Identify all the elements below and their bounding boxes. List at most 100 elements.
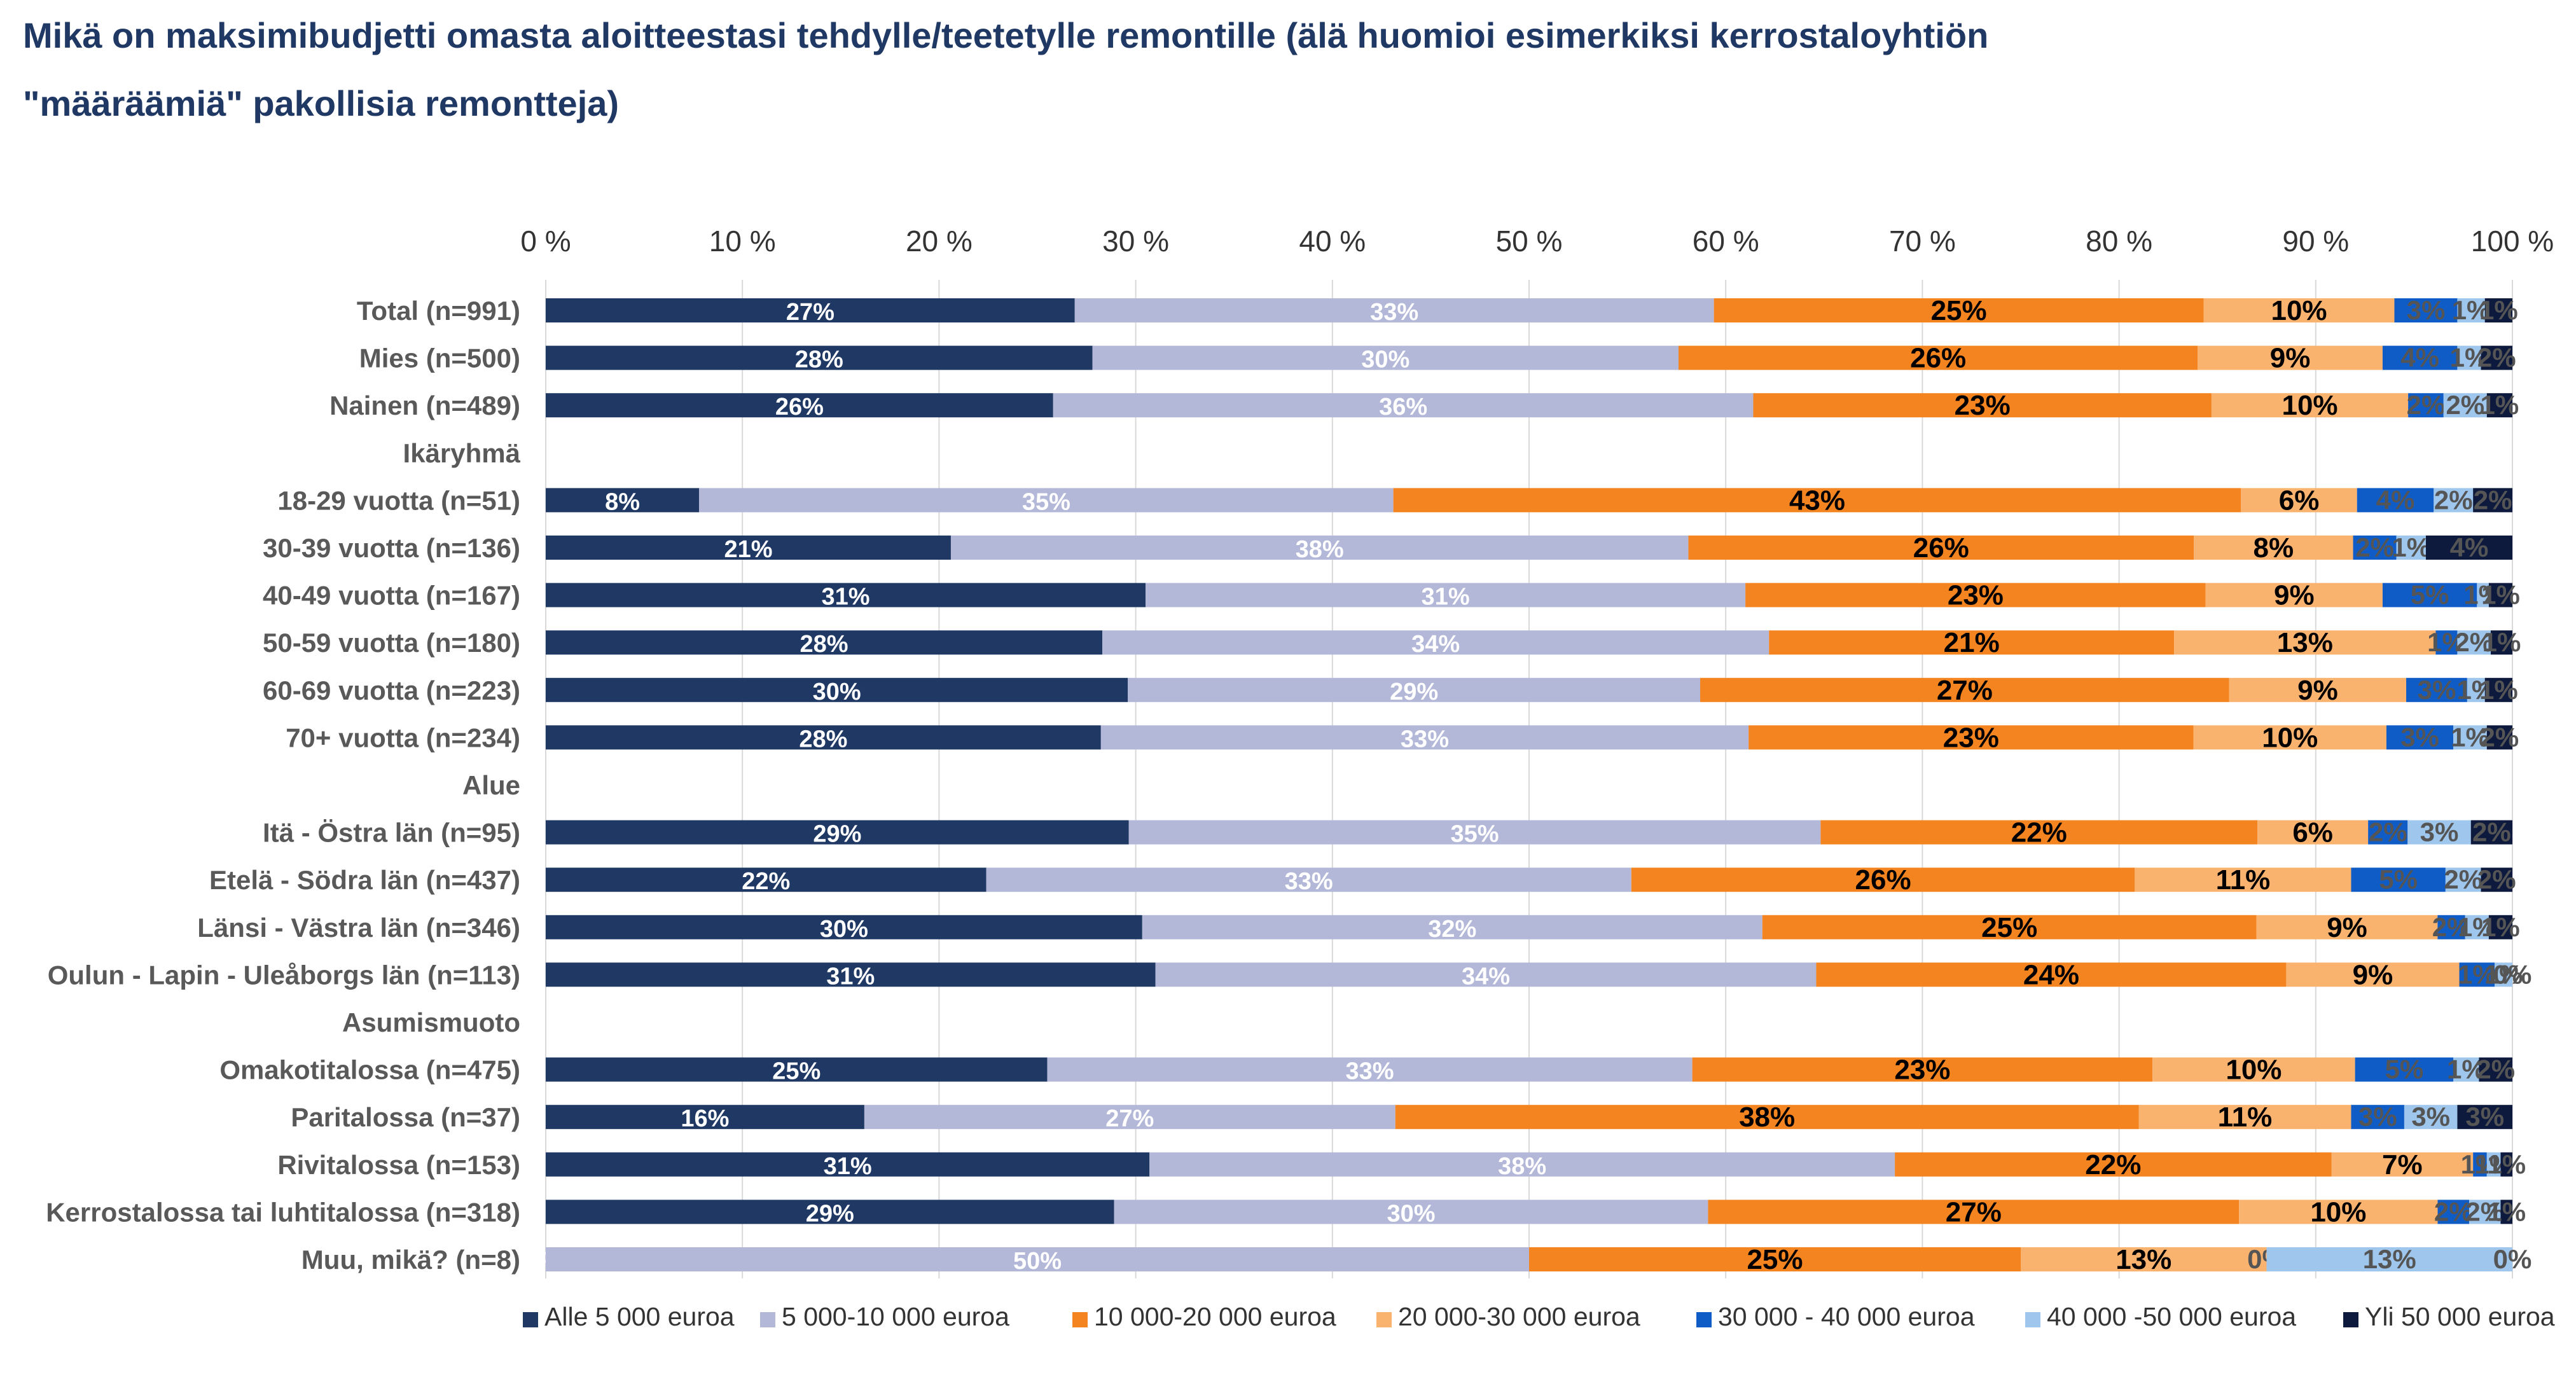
data-label: 5% [2385, 1055, 2424, 1084]
data-label: 3% [2400, 722, 2439, 752]
group-header: Ikäryhmä [403, 438, 521, 468]
data-label: 2% [2481, 722, 2519, 752]
bar-segment [2382, 583, 2477, 607]
bar-segment [1748, 725, 2194, 750]
x-tick-label: 10 % [709, 225, 776, 258]
bar-segment [1128, 820, 1821, 845]
bar-segment [2488, 915, 2512, 939]
data-label: 4% [2450, 532, 2489, 562]
bar-segment [986, 868, 1631, 892]
data-label: 38% [1296, 536, 1344, 563]
data-label: 9% [2353, 959, 2393, 990]
bar-segment [1745, 583, 2206, 607]
bar-row: 29% 30% 27% 10% 2%2%1% [546, 1196, 2526, 1228]
bar-segment [1816, 962, 2287, 987]
data-label: 0% [2493, 959, 2532, 989]
bar-segment [2203, 298, 2395, 322]
bar-row: 25% 33% 23% 10% 5% 1%2% [546, 1055, 2515, 1086]
bar-segment [546, 1105, 864, 1130]
bar-row: 8% 35% 43% 6% 4% 2% 2% [546, 485, 2512, 516]
data-label: 1% [2487, 1149, 2526, 1179]
data-label: 6% [2292, 817, 2333, 848]
bar-segment [2205, 583, 2383, 607]
bar-segment [2407, 820, 2471, 845]
data-label: 26% [1855, 864, 1911, 896]
bar-segment [2256, 915, 2438, 939]
data-label: 1% [2479, 295, 2518, 325]
bar-segment [2443, 393, 2487, 418]
legend-swatch [1696, 1312, 1712, 1327]
bar-segment [2404, 1105, 2458, 1130]
row-label: Total (n=991) [357, 296, 520, 326]
data-label: 0% [2493, 1244, 2532, 1274]
group-header: Alue [462, 770, 520, 800]
data-label: 50% [1013, 1248, 1062, 1275]
row-labels: Total (n=991) Mies (n=500) Nainen (n=489) I… [46, 296, 520, 1275]
row-label: Etelä - Södra län (n=437) [209, 865, 520, 895]
bar-segment [2473, 488, 2512, 513]
bar-segment [2470, 820, 2512, 845]
bar-segment [2331, 1152, 2474, 1177]
bar-segment [1155, 962, 1817, 987]
bar-segment [546, 488, 700, 513]
data-label: 30% [1387, 1200, 1435, 1227]
bar-segment [2465, 915, 2489, 939]
bar-segment [2467, 677, 2485, 702]
data-label: 26% [775, 394, 824, 420]
data-label: 2% [2477, 864, 2516, 894]
bar-segment [2457, 1105, 2512, 1130]
bar-segment [1146, 583, 1746, 607]
bar-segment [1820, 820, 2258, 845]
row-label: Paritalossa (n=37) [291, 1102, 520, 1132]
bar-segment [546, 298, 1075, 322]
data-label: 34% [1462, 963, 1510, 990]
data-label: 31% [826, 963, 875, 990]
row-label: Muu, mikä? (n=8) [301, 1245, 520, 1275]
bar-segment [2500, 1200, 2512, 1224]
data-label: 22% [2085, 1149, 2141, 1180]
bar-segment [2174, 630, 2436, 655]
legend-label: 30 000 - 40 000 euroa [1718, 1302, 1975, 1331]
bar-segment [2445, 868, 2481, 892]
bar-segment [1114, 1200, 1708, 1224]
row-label: Länsi - Västra län (n=346) [197, 913, 520, 943]
data-label: 23% [1955, 390, 2011, 421]
data-label: 27% [786, 299, 834, 326]
data-label: 29% [1390, 679, 1438, 705]
row-label: Oulun - Lapin - Uleåborgs län (n=113) [48, 960, 520, 990]
bar-segment [1895, 1152, 2332, 1177]
bar-segment [2459, 962, 2495, 987]
bar-segment [546, 393, 1053, 418]
bar-segment [2453, 725, 2487, 750]
legend: Alle 5 000 euroa 5 000-10 000 euroa 10 000… [523, 1302, 2555, 1331]
data-label: 2% [2474, 485, 2512, 515]
data-label: 7% [2382, 1149, 2423, 1180]
bar-segment [2486, 393, 2512, 418]
bar-segment [2357, 488, 2434, 513]
data-label: 11% [2216, 864, 2271, 896]
data-label: 1% [2452, 295, 2491, 325]
bar-segment [1142, 915, 1762, 939]
row-label: 60-69 vuotta (n=223) [263, 675, 520, 705]
bar-segment [1631, 868, 2135, 892]
chart-title-line-1: Mikä on maksimibudjetti omasta aloittees… [23, 15, 1988, 55]
bar-segment [2394, 298, 2458, 322]
bar-segment [2194, 536, 2353, 560]
x-tick-label: 0 % [520, 225, 571, 258]
data-label: 35% [1022, 488, 1070, 515]
data-label: 10% [2282, 390, 2337, 421]
legend-swatch [1072, 1312, 1088, 1327]
row-label: 40-49 vuotta (n=167) [263, 581, 520, 611]
bar-segment [2135, 868, 2351, 892]
data-label: 26% [1913, 532, 1969, 564]
data-label: 30% [1361, 347, 1409, 373]
bar-segment [2382, 345, 2458, 370]
data-label: 10% [2226, 1055, 2282, 1086]
data-label: 22% [742, 868, 790, 895]
data-label: 2% [2477, 343, 2516, 373]
x-tick-label: 70 % [1889, 225, 1956, 258]
data-label: 23% [1943, 722, 1999, 753]
bar-segment [1395, 1105, 2139, 1130]
data-label: 4% [2400, 343, 2439, 373]
data-label: 10% [2310, 1196, 2366, 1228]
